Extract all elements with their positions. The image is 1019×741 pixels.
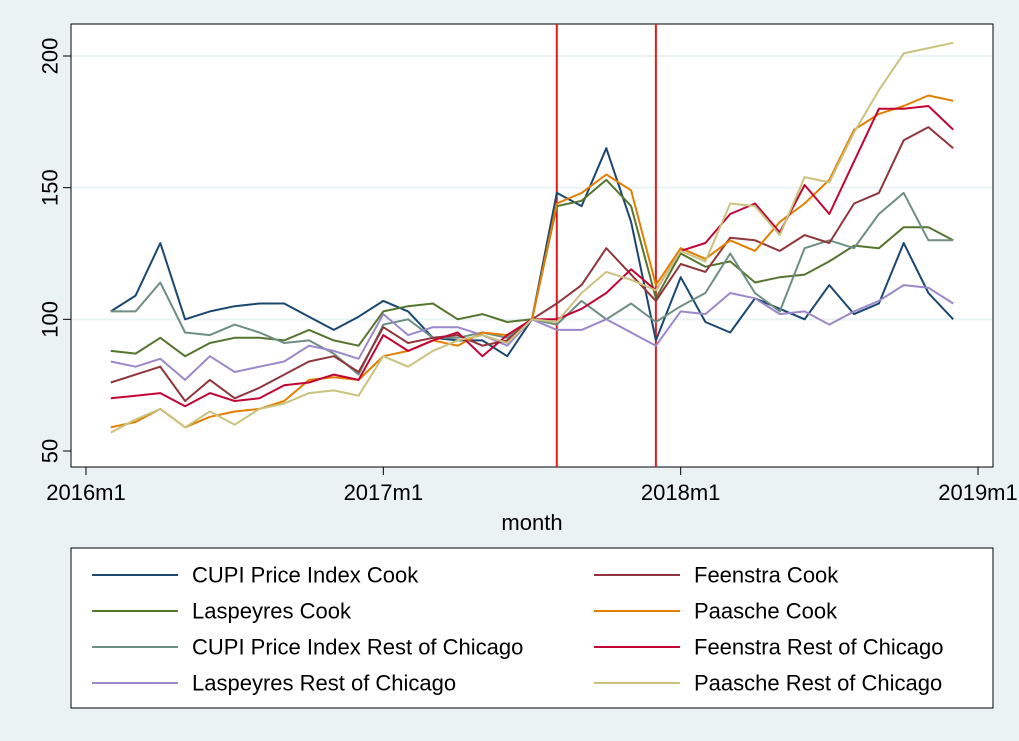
legend-label: Feenstra Cook — [694, 563, 839, 588]
legend-label: Laspeyres Cook — [192, 599, 352, 624]
y-tick-label: 150 — [38, 169, 63, 206]
series-line-paasche-rest-of-chicago — [110, 41, 954, 434]
legend-box — [70, 547, 994, 709]
plot-area — [70, 23, 994, 468]
y-tick-label: 50 — [38, 439, 63, 463]
legend-label: Paasche Rest of Chicago — [694, 671, 942, 696]
legend-label: Feenstra Rest of Chicago — [694, 635, 943, 660]
x-axis-title: month — [501, 510, 562, 535]
y-tick-label: 200 — [38, 38, 63, 75]
legend-label: Laspeyres Rest of Chicago — [192, 671, 456, 696]
x-tick-label: 2019m1 — [938, 480, 1018, 505]
x-tick-label: 2016m1 — [46, 480, 126, 505]
legend-label: Paasche Cook — [694, 599, 838, 624]
x-tick-label: 2017m1 — [344, 480, 424, 505]
x-tick-label: 2018m1 — [641, 480, 721, 505]
legend-label: CUPI Price Index Rest of Chicago — [192, 635, 523, 660]
y-tick-label: 100 — [38, 301, 63, 338]
legend-label: CUPI Price Index Cook — [192, 563, 419, 588]
